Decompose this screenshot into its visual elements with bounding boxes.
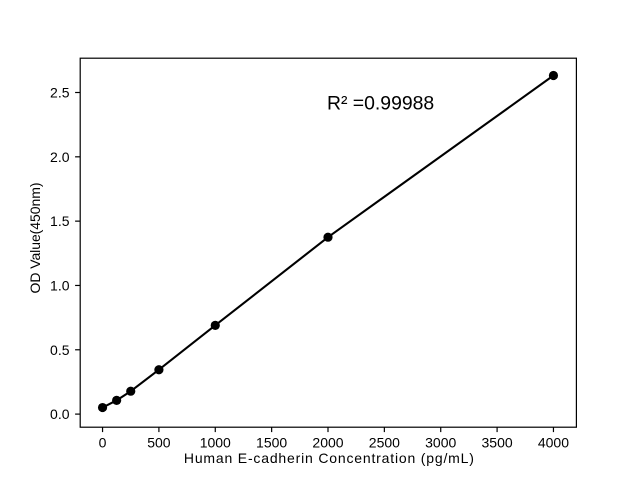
svg-text:500: 500 — [147, 435, 171, 451]
svg-text:3500: 3500 — [482, 435, 513, 451]
svg-text:1500: 1500 — [256, 435, 287, 451]
svg-text:4000: 4000 — [538, 435, 569, 451]
svg-text:R² =0.99988: R² =0.99988 — [327, 93, 434, 115]
svg-text:Human E-cadherin Concentration: Human E-cadherin Concentration (pg/mL) — [184, 450, 474, 466]
svg-text:3000: 3000 — [425, 435, 456, 451]
svg-text:1.5: 1.5 — [50, 213, 70, 229]
svg-text:1.0: 1.0 — [50, 278, 70, 294]
svg-text:0: 0 — [99, 435, 107, 451]
svg-text:OD Value(450nm): OD Value(450nm) — [27, 183, 43, 294]
svg-text:2.5: 2.5 — [50, 85, 70, 101]
svg-text:2500: 2500 — [369, 435, 400, 451]
svg-text:1000: 1000 — [200, 435, 231, 451]
svg-text:2000: 2000 — [312, 435, 343, 451]
svg-text:0.5: 0.5 — [50, 342, 70, 358]
svg-text:2.0: 2.0 — [50, 149, 70, 165]
svg-text:0.0: 0.0 — [50, 406, 70, 422]
